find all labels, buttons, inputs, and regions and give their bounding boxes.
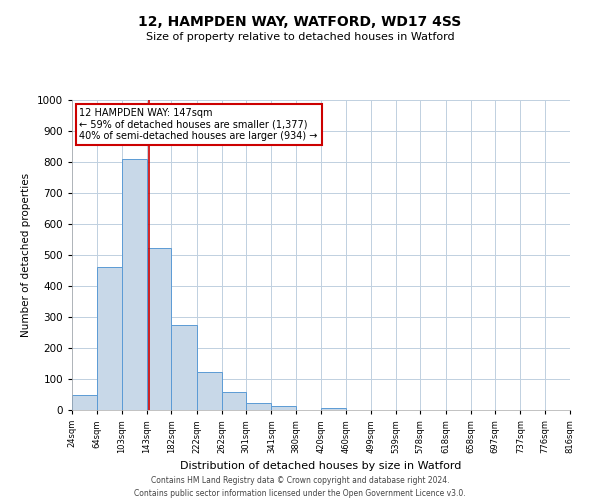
Bar (97, 268, 122, 410)
Bar (321, 408, 346, 410)
Y-axis label: Number of detached properties: Number of detached properties (21, 173, 31, 337)
Bar (271, 406, 296, 410)
Text: 12 HAMPDEN WAY: 147sqm
← 59% of detached houses are smaller (1,377)
40% of semi-: 12 HAMPDEN WAY: 147sqm ← 59% of detached… (79, 108, 318, 141)
Bar (221, 392, 246, 410)
Bar (172, 325, 197, 410)
Bar (197, 372, 221, 410)
Text: Size of property relative to detached houses in Watford: Size of property relative to detached ho… (146, 32, 454, 42)
Bar (72, 396, 97, 410)
Bar (122, 159, 147, 410)
Bar (246, 403, 271, 410)
X-axis label: Distribution of detached houses by size in Watford: Distribution of detached houses by size … (181, 462, 461, 471)
Text: 12, HAMPDEN WAY, WATFORD, WD17 4SS: 12, HAMPDEN WAY, WATFORD, WD17 4SS (139, 15, 461, 29)
Text: Contains HM Land Registry data © Crown copyright and database right 2024.
Contai: Contains HM Land Registry data © Crown c… (134, 476, 466, 498)
Bar (147, 248, 172, 410)
